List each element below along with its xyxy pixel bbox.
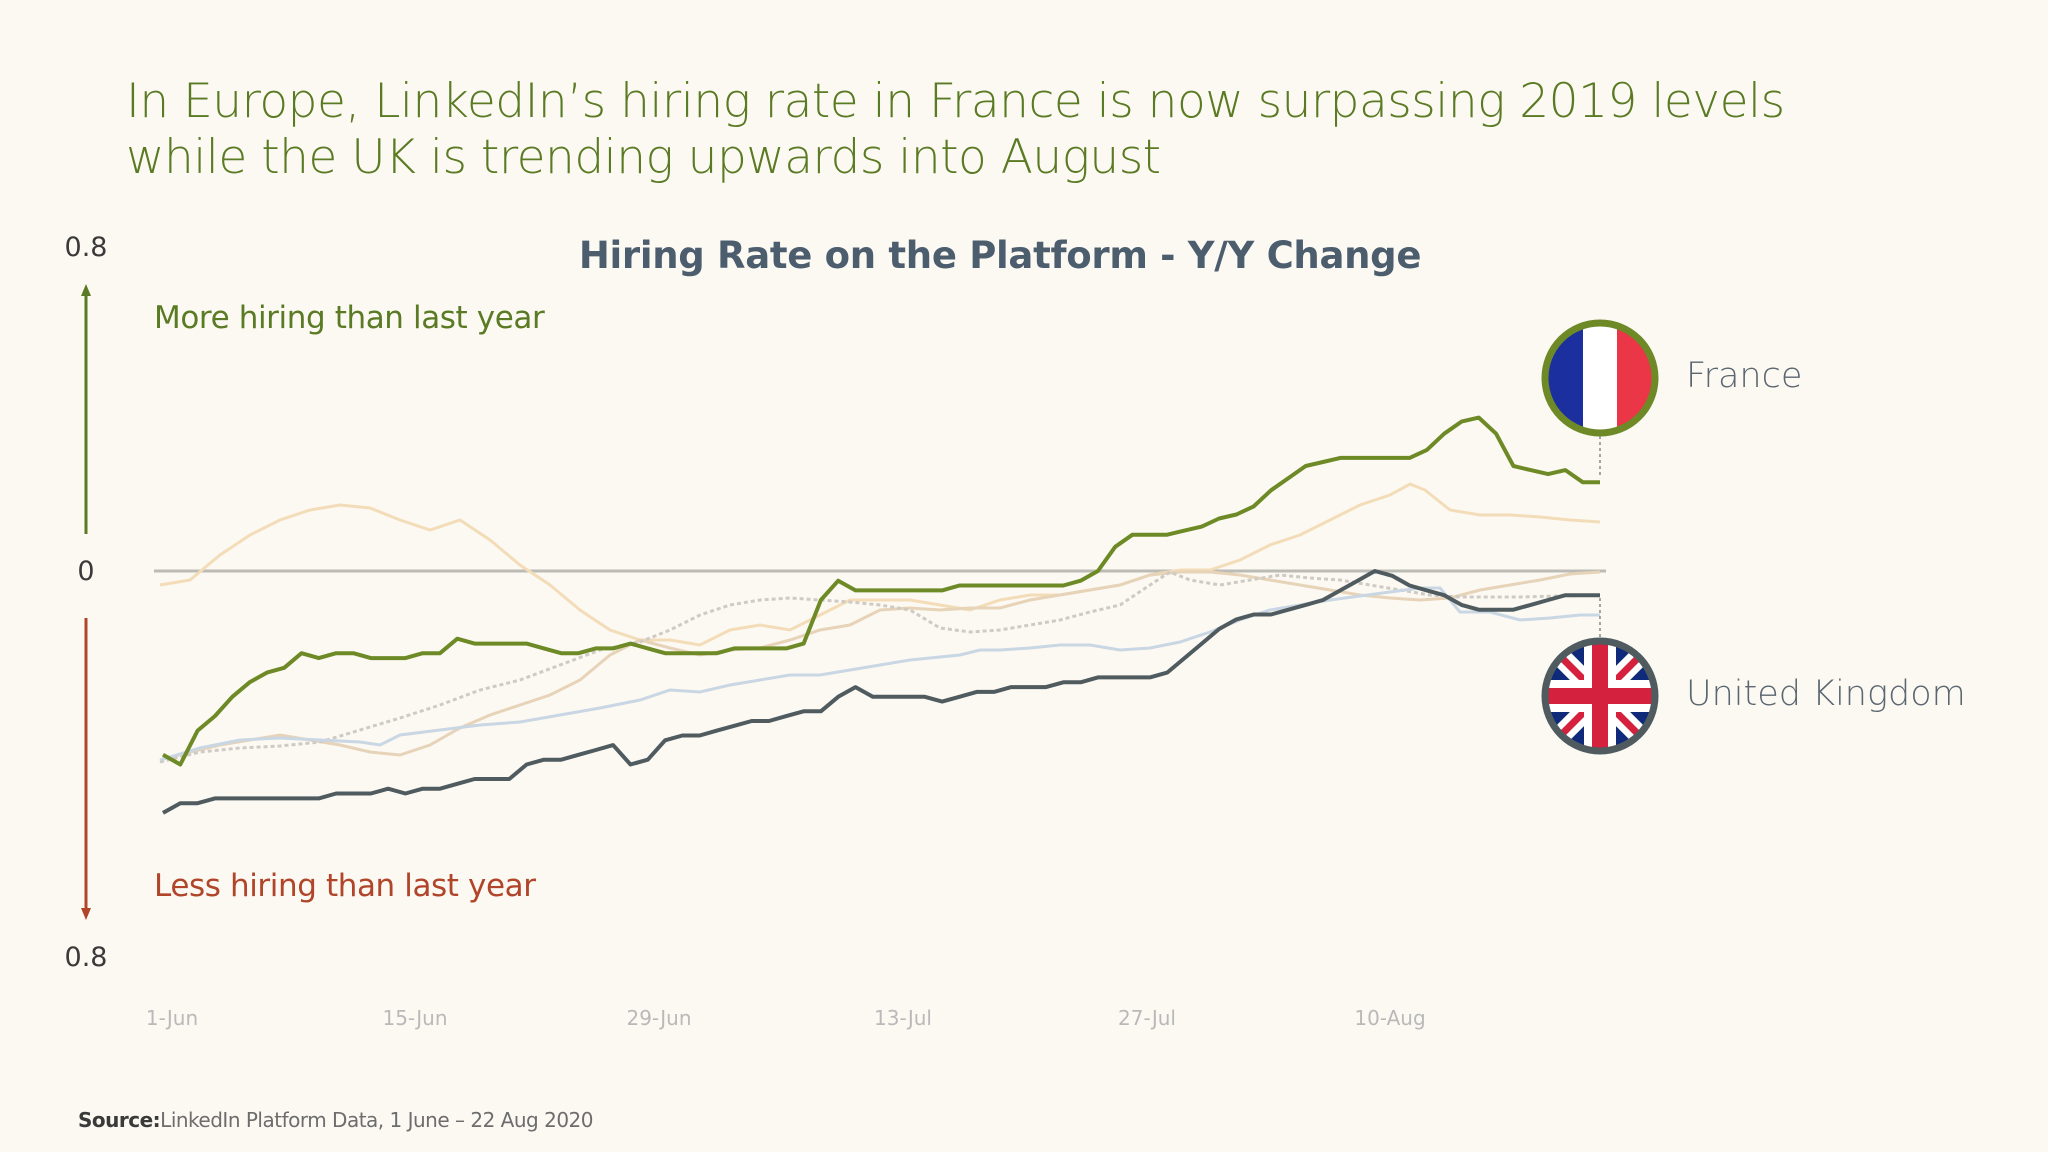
y-tick-bottom: 0.8 [64,942,108,973]
more-hiring-annotation: More hiring than last year [154,300,545,336]
context-line-gray-dotted [159,570,1601,764]
france-label: France [1686,356,1803,396]
uk-series-line [162,569,1600,815]
source-note: Source:LinkedIn Platform Data, 1 June – … [78,1108,593,1132]
series-layer [162,415,1600,815]
context-lines [159,482,1601,764]
france-flag-icon [1541,319,1659,437]
headline: In Europe, LinkedIn’s hiring rate in Fra… [126,74,1785,185]
x-tick-label: 10-Aug [1354,1006,1426,1030]
x-tick-label: 13-Jul [874,1006,932,1030]
more-hiring-arrow [81,284,91,534]
source-text: LinkedIn Platform Data, 1 June – 22 Aug … [160,1108,593,1132]
uk-label: United Kingdom [1686,674,1966,714]
chart-title: Hiring Rate on the Platform - Y/Y Change [578,234,1422,277]
x-tick-label: 1-Jun [145,1006,199,1030]
x-tick-label: 29-Jun [626,1006,692,1030]
less-hiring-arrow [81,618,91,920]
y-tick-top: 0.8 [64,232,108,263]
france-series-line [162,415,1600,767]
x-tick-label: 15-Jun [382,1006,448,1030]
x-tick-label: 27-Jul [1118,1006,1176,1030]
less-hiring-annotation: Less hiring than last year [154,868,536,904]
context-line-peach [159,482,1601,647]
context-line-blue [159,586,1600,762]
source-label: Source: [78,1108,161,1132]
y-tick-zero: 0 [77,556,95,587]
uk-flag-icon [1541,637,1659,755]
